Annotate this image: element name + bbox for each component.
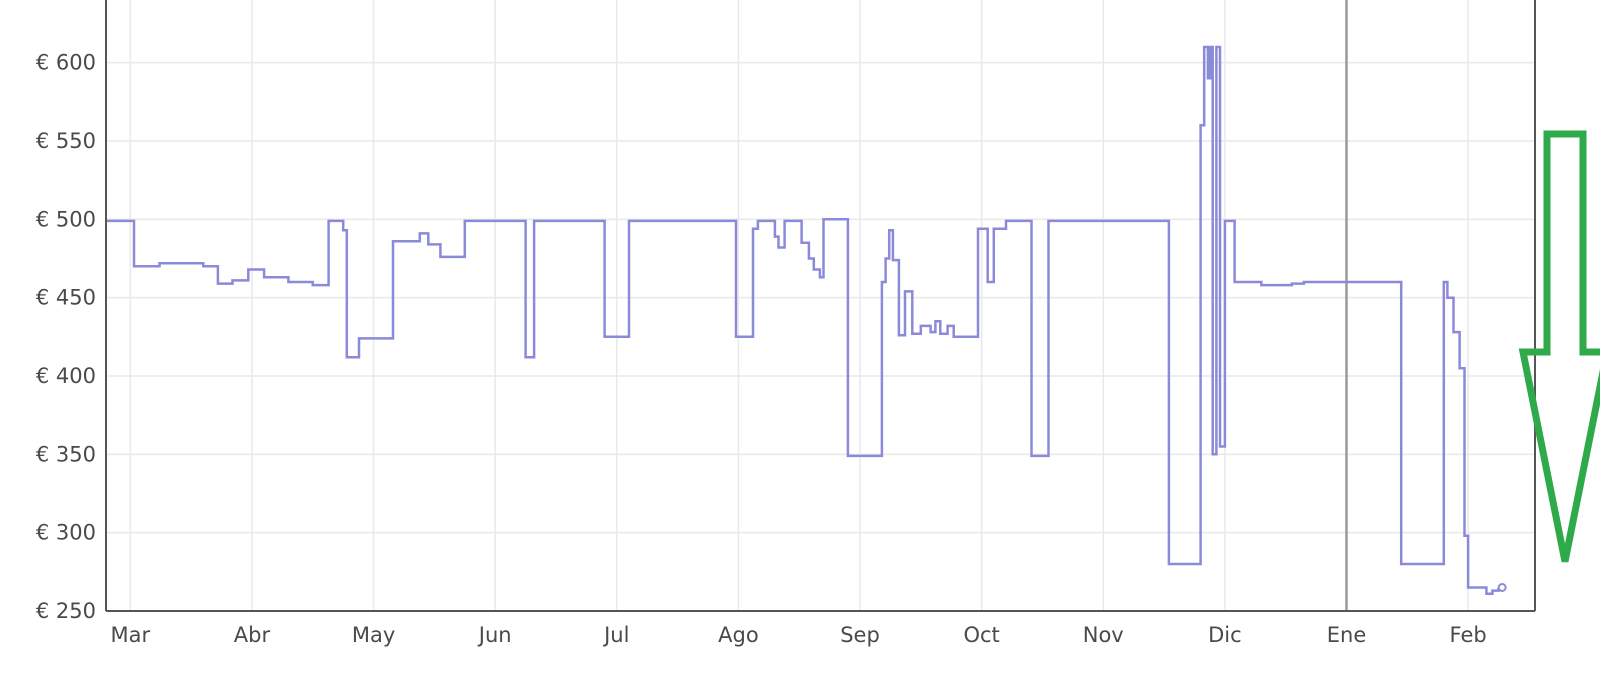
x-tick-label: Mar [111,623,151,647]
green-down-arrow-annotation [1518,130,1600,563]
x-axis-labels: Mar Abr May Jun Jul Ago Sep Oct Nov Dic Ene Feb [111,623,1487,647]
x-tick-label: Ago [718,623,759,647]
x-tick-label: Jun [477,623,512,647]
current-price-point[interactable] [1497,583,1507,592]
grid-lines [106,0,1535,611]
x-tick-label: Abr [234,623,271,647]
x-tick-label: May [352,623,395,647]
x-tick-label: Nov [1083,623,1124,647]
y-tick-label: € 300 [36,521,96,545]
x-tick-label: Ene [1327,623,1367,647]
x-tick-label: Jul [602,623,629,647]
y-tick-label: € 350 [36,442,96,466]
y-tick-label: € 400 [36,364,96,388]
x-tick-label: Dic [1208,623,1242,647]
x-tick-label: Sep [840,623,880,647]
price-series-line[interactable] [76,45,1504,596]
y-tick-label: € 250 [36,599,96,623]
y-tick-label: € 600 [36,51,96,75]
y-axis-labels: € 250 € 300 € 350 € 400 € 450 € 500 € 550 € 600 [36,51,96,623]
x-tick-label: Oct [963,623,999,647]
y-tick-label: € 550 [36,129,96,153]
y-tick-label: € 500 [36,207,96,231]
y-tick-label: € 450 [36,286,96,310]
x-tick-label: Feb [1450,623,1487,647]
